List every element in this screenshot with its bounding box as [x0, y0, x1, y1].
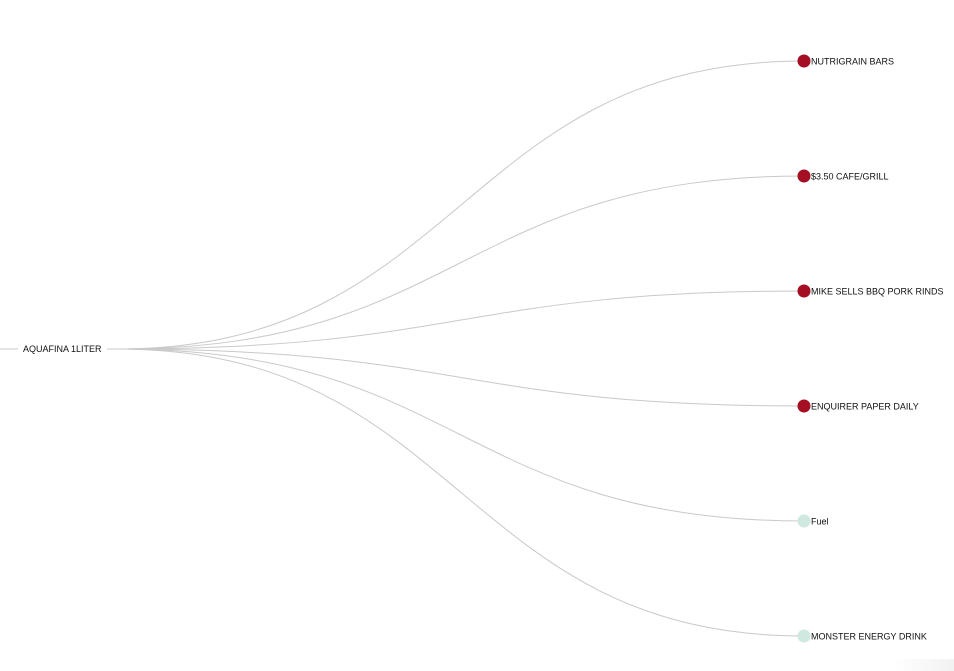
node-label: NUTRIGRAIN BARS	[811, 57, 894, 67]
node-label: $3.50 CAFE/GRILL	[811, 172, 889, 182]
tree-link	[117, 290, 805, 350]
tree-link	[117, 348, 805, 522]
tree-link	[117, 175, 805, 350]
node-dot[interactable]	[797, 514, 811, 528]
tree-link	[117, 348, 805, 407]
node-dot[interactable]	[797, 54, 811, 68]
child-node[interactable]: Fuel	[797, 514, 829, 528]
corner-shade	[894, 659, 954, 671]
tree-link	[117, 60, 805, 350]
node-dot[interactable]	[797, 284, 811, 298]
links-layer	[117, 60, 805, 637]
node-label: MONSTER ENERGY DRINK	[811, 632, 927, 642]
tree-link	[117, 348, 805, 637]
nodes-layer: NUTRIGRAIN BARS $3.50 CAFE/GRILL MIKE SELL…	[797, 54, 944, 643]
node-dot[interactable]	[797, 629, 811, 643]
root-label: AQUAFINA 1LITER	[23, 344, 102, 354]
child-node[interactable]: MIKE SELLS BBQ PORK RINDS	[797, 284, 944, 298]
node-label: Fuel	[811, 517, 829, 527]
node-label: ENQUIRER PAPER DAILY	[811, 402, 919, 412]
child-node[interactable]: NUTRIGRAIN BARS	[797, 54, 895, 68]
node-label: MIKE SELLS BBQ PORK RINDS	[811, 287, 944, 297]
node-dot[interactable]	[797, 399, 811, 413]
root-node[interactable]: AQUAFINA 1LITER	[0, 344, 118, 354]
child-node[interactable]: MONSTER ENERGY DRINK	[797, 629, 927, 643]
child-node[interactable]: ENQUIRER PAPER DAILY	[797, 399, 919, 413]
node-dot[interactable]	[797, 169, 811, 183]
child-node[interactable]: $3.50 CAFE/GRILL	[797, 169, 889, 183]
